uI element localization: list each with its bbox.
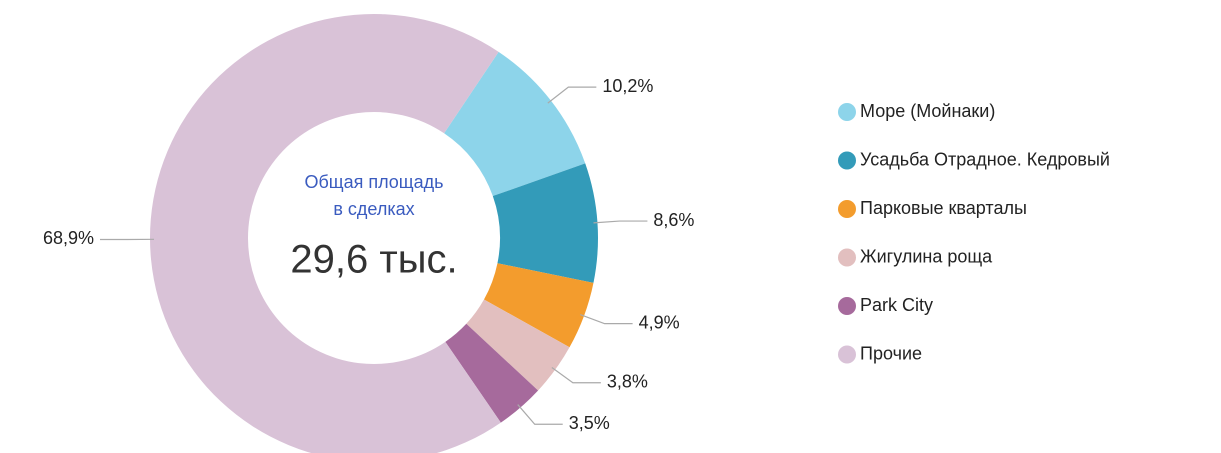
legend-label: Усадьба Отрадное. Кедровый: [860, 149, 1110, 169]
legend-label: Жигулина роща: [860, 246, 993, 266]
legend-marker: [838, 297, 856, 315]
legend-label: Прочие: [860, 343, 922, 363]
center-title: в сделках: [333, 199, 414, 219]
legend-marker: [838, 248, 856, 267]
data-label: 3,8%: [607, 372, 648, 392]
legend-marker: [838, 151, 856, 170]
leader-line: [593, 220, 648, 224]
data-label: 10,2%: [602, 76, 653, 96]
center-value: 29,6 тыс.: [290, 238, 457, 282]
donut-segment: [483, 263, 594, 348]
legend-label: Море (Мойнаки): [860, 101, 995, 121]
legend-label: Park City: [860, 295, 933, 315]
leader-line: [551, 366, 601, 384]
leader-line: [580, 314, 633, 325]
data-label: 8,6%: [653, 210, 694, 230]
donut-segment: [444, 51, 586, 197]
leader-line: [517, 404, 563, 425]
data-label: 3,5%: [569, 413, 610, 433]
legend-marker: [838, 103, 856, 121]
donut-segment: [150, 14, 501, 453]
data-label: 68,9%: [43, 228, 94, 248]
legend-label: Парковые кварталы: [860, 198, 1027, 218]
center-title: Общая площадь: [304, 172, 443, 192]
donut-segment: [466, 299, 570, 391]
donut-segment: [445, 323, 539, 423]
leader-line: [547, 86, 597, 104]
data-label: 4,9%: [639, 312, 680, 332]
legend-marker: [838, 345, 856, 364]
legend-marker: [838, 200, 856, 218]
donut-segment: [492, 163, 598, 283]
